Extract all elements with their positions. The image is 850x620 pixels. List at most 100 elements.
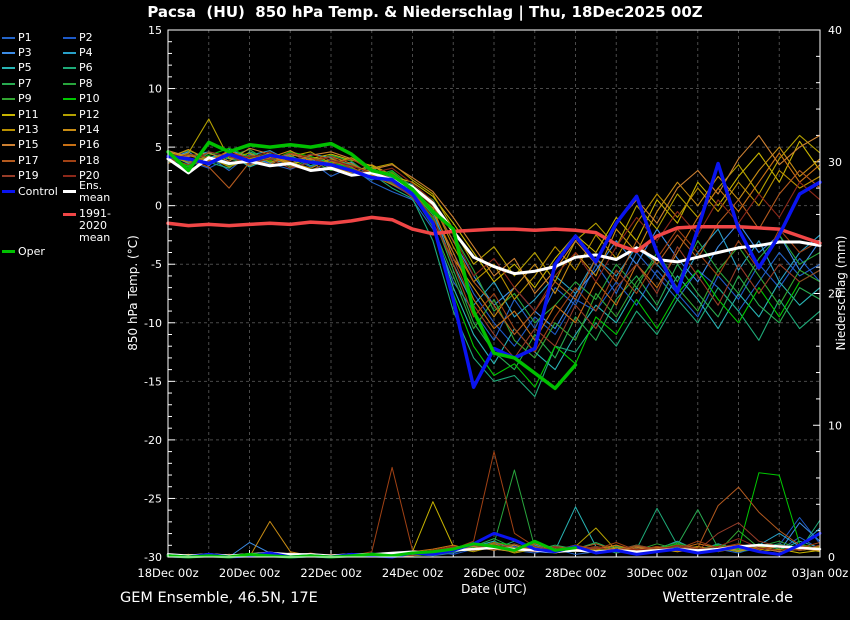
legend-label: P14 xyxy=(79,123,100,137)
y-left-tick-label: 5 xyxy=(155,141,162,154)
legend-label: P5 xyxy=(18,61,32,75)
chart-title: Pacsa (HU) 850 hPa Temp. & Niederschlag … xyxy=(147,3,703,21)
y-right-tick-label: 30 xyxy=(828,156,842,169)
legend-label: P20 xyxy=(79,169,100,183)
legend-swatch xyxy=(63,213,76,217)
legend-label: P15 xyxy=(18,138,39,152)
legend-label: P19 xyxy=(18,169,39,183)
legend-swatch xyxy=(2,67,15,70)
legend-swatch xyxy=(63,190,76,194)
legend-row: P1 P2 xyxy=(2,30,134,45)
legend-row: Control Ens. mean xyxy=(2,179,134,203)
tick-labels: 15 10 5 0 -5 -10 -15 -20 -25 -30 40 30 20 10 0 18Dec 00… xyxy=(137,24,848,580)
legend-swatch xyxy=(63,82,76,85)
x-tick-label: 24Dec 00z xyxy=(382,566,443,580)
legend-item-P10: P10 xyxy=(63,93,132,105)
legend-swatch xyxy=(63,159,76,162)
legend-item-P18: P18 xyxy=(63,153,132,167)
legend-item-P6: P6 xyxy=(63,62,132,74)
legend-swatch xyxy=(63,144,76,147)
legend-row: Oper xyxy=(2,244,134,259)
legend-item-Control: Control xyxy=(2,184,63,198)
legend-swatch xyxy=(63,67,76,70)
legend-label: P17 xyxy=(18,153,39,167)
legend-label: P11 xyxy=(18,107,39,121)
legend-swatch xyxy=(2,82,15,85)
legend-swatch xyxy=(2,144,15,147)
legend-swatch xyxy=(2,36,15,39)
legend-item-P8: P8 xyxy=(63,77,132,90)
legend-item-P20: P20 xyxy=(63,170,132,182)
legend-item-P12: P12 xyxy=(63,107,132,121)
x-tick-label: 30Dec 00z xyxy=(626,566,687,580)
legend-swatch xyxy=(63,98,76,101)
legend-label: P12 xyxy=(79,107,100,121)
legend-row: P7 P8 xyxy=(2,76,134,91)
legend-label: P2 xyxy=(79,30,93,44)
y-axis-label-precip: Niederschlag (mm) xyxy=(834,235,848,351)
legend-swatch xyxy=(2,113,15,116)
plot-frame xyxy=(167,29,821,558)
legend-swatch xyxy=(2,52,15,55)
legend-label: P1 xyxy=(18,30,32,44)
legend-swatch xyxy=(2,159,15,162)
series-ens-mean-temp xyxy=(166,156,822,276)
legend-item-Ens. mean: Ens. mean xyxy=(63,179,132,204)
legend-row: P9 P10 xyxy=(2,92,134,107)
legend-item-P9: P9 xyxy=(2,93,63,105)
x-tick-label: 28Dec 00z xyxy=(545,566,606,580)
legend-item-P15: P15 xyxy=(2,139,63,151)
legend-label: P10 xyxy=(79,92,100,106)
legend-swatch xyxy=(63,175,76,178)
legend-label: P7 xyxy=(18,76,32,90)
legend-label: P4 xyxy=(79,46,93,60)
legend-item-P2: P2 xyxy=(63,30,132,44)
y-left-tick-label: -20 xyxy=(144,434,162,447)
legend-item-clim-mean: 1991-2020 mean xyxy=(63,208,132,244)
legend-item-P14: P14 xyxy=(63,124,132,136)
legend-item-P1: P1 xyxy=(2,30,63,44)
legend-item-P16: P16 xyxy=(63,139,132,151)
series-control-precip xyxy=(166,531,822,559)
legend-row: P5 P6 xyxy=(2,61,134,76)
legend-swatch xyxy=(2,98,15,101)
series-P17-temp xyxy=(167,153,821,336)
y-left-tick-label: -30 xyxy=(144,551,162,564)
x-tick-label: 22Dec 00z xyxy=(300,566,361,580)
legend-label: P13 xyxy=(18,123,39,137)
legend: P1 P2 P3 P4 P5 P6 P7 P8 P9 P10 P11 P12 P13 P14 P15 P16 P… xyxy=(2,30,134,260)
x-axis-label: Date (UTC) xyxy=(461,582,527,596)
y-left-tick-label: -25 xyxy=(144,492,162,505)
legend-item-P11: P11 xyxy=(2,107,63,121)
y-right-tick-label: 10 xyxy=(828,419,842,432)
x-tick-label: 26Dec 00z xyxy=(463,566,524,580)
x-tick-label: 18Dec 00z xyxy=(137,566,198,580)
x-tick-label: 01Jan 00z xyxy=(710,566,767,580)
legend-item-Oper: Oper xyxy=(2,244,63,258)
legend-item-P13: P13 xyxy=(2,124,63,136)
legend-label: P18 xyxy=(79,153,100,167)
legend-row: P15 P16 xyxy=(2,138,134,153)
legend-label: Oper xyxy=(18,244,45,258)
legend-item-P19: P19 xyxy=(2,170,63,182)
legend-label: Control xyxy=(18,184,58,198)
legend-row: 1991-2020 mean xyxy=(2,208,134,244)
y-left-tick-label: -15 xyxy=(144,375,162,388)
legend-row: P13 P14 xyxy=(2,122,134,137)
series-clim-mean-temp xyxy=(166,215,822,254)
legend-label: P16 xyxy=(79,138,100,152)
legend-swatch xyxy=(2,175,15,178)
legend-row: P19 P20 xyxy=(2,169,134,184)
watermark: Wetterzentrale.de xyxy=(662,590,793,606)
x-tick-label: 20Dec 00z xyxy=(219,566,280,580)
legend-label: P3 xyxy=(18,46,32,60)
legend-row: P17 P18 xyxy=(2,153,134,168)
series-P16-temp xyxy=(167,150,821,341)
legend-row: P3 P4 xyxy=(2,45,134,60)
legend-swatch xyxy=(63,52,76,55)
y-left-tick-label: 10 xyxy=(148,83,162,96)
legend-swatch xyxy=(63,113,76,116)
legend-label: P9 xyxy=(18,92,32,106)
